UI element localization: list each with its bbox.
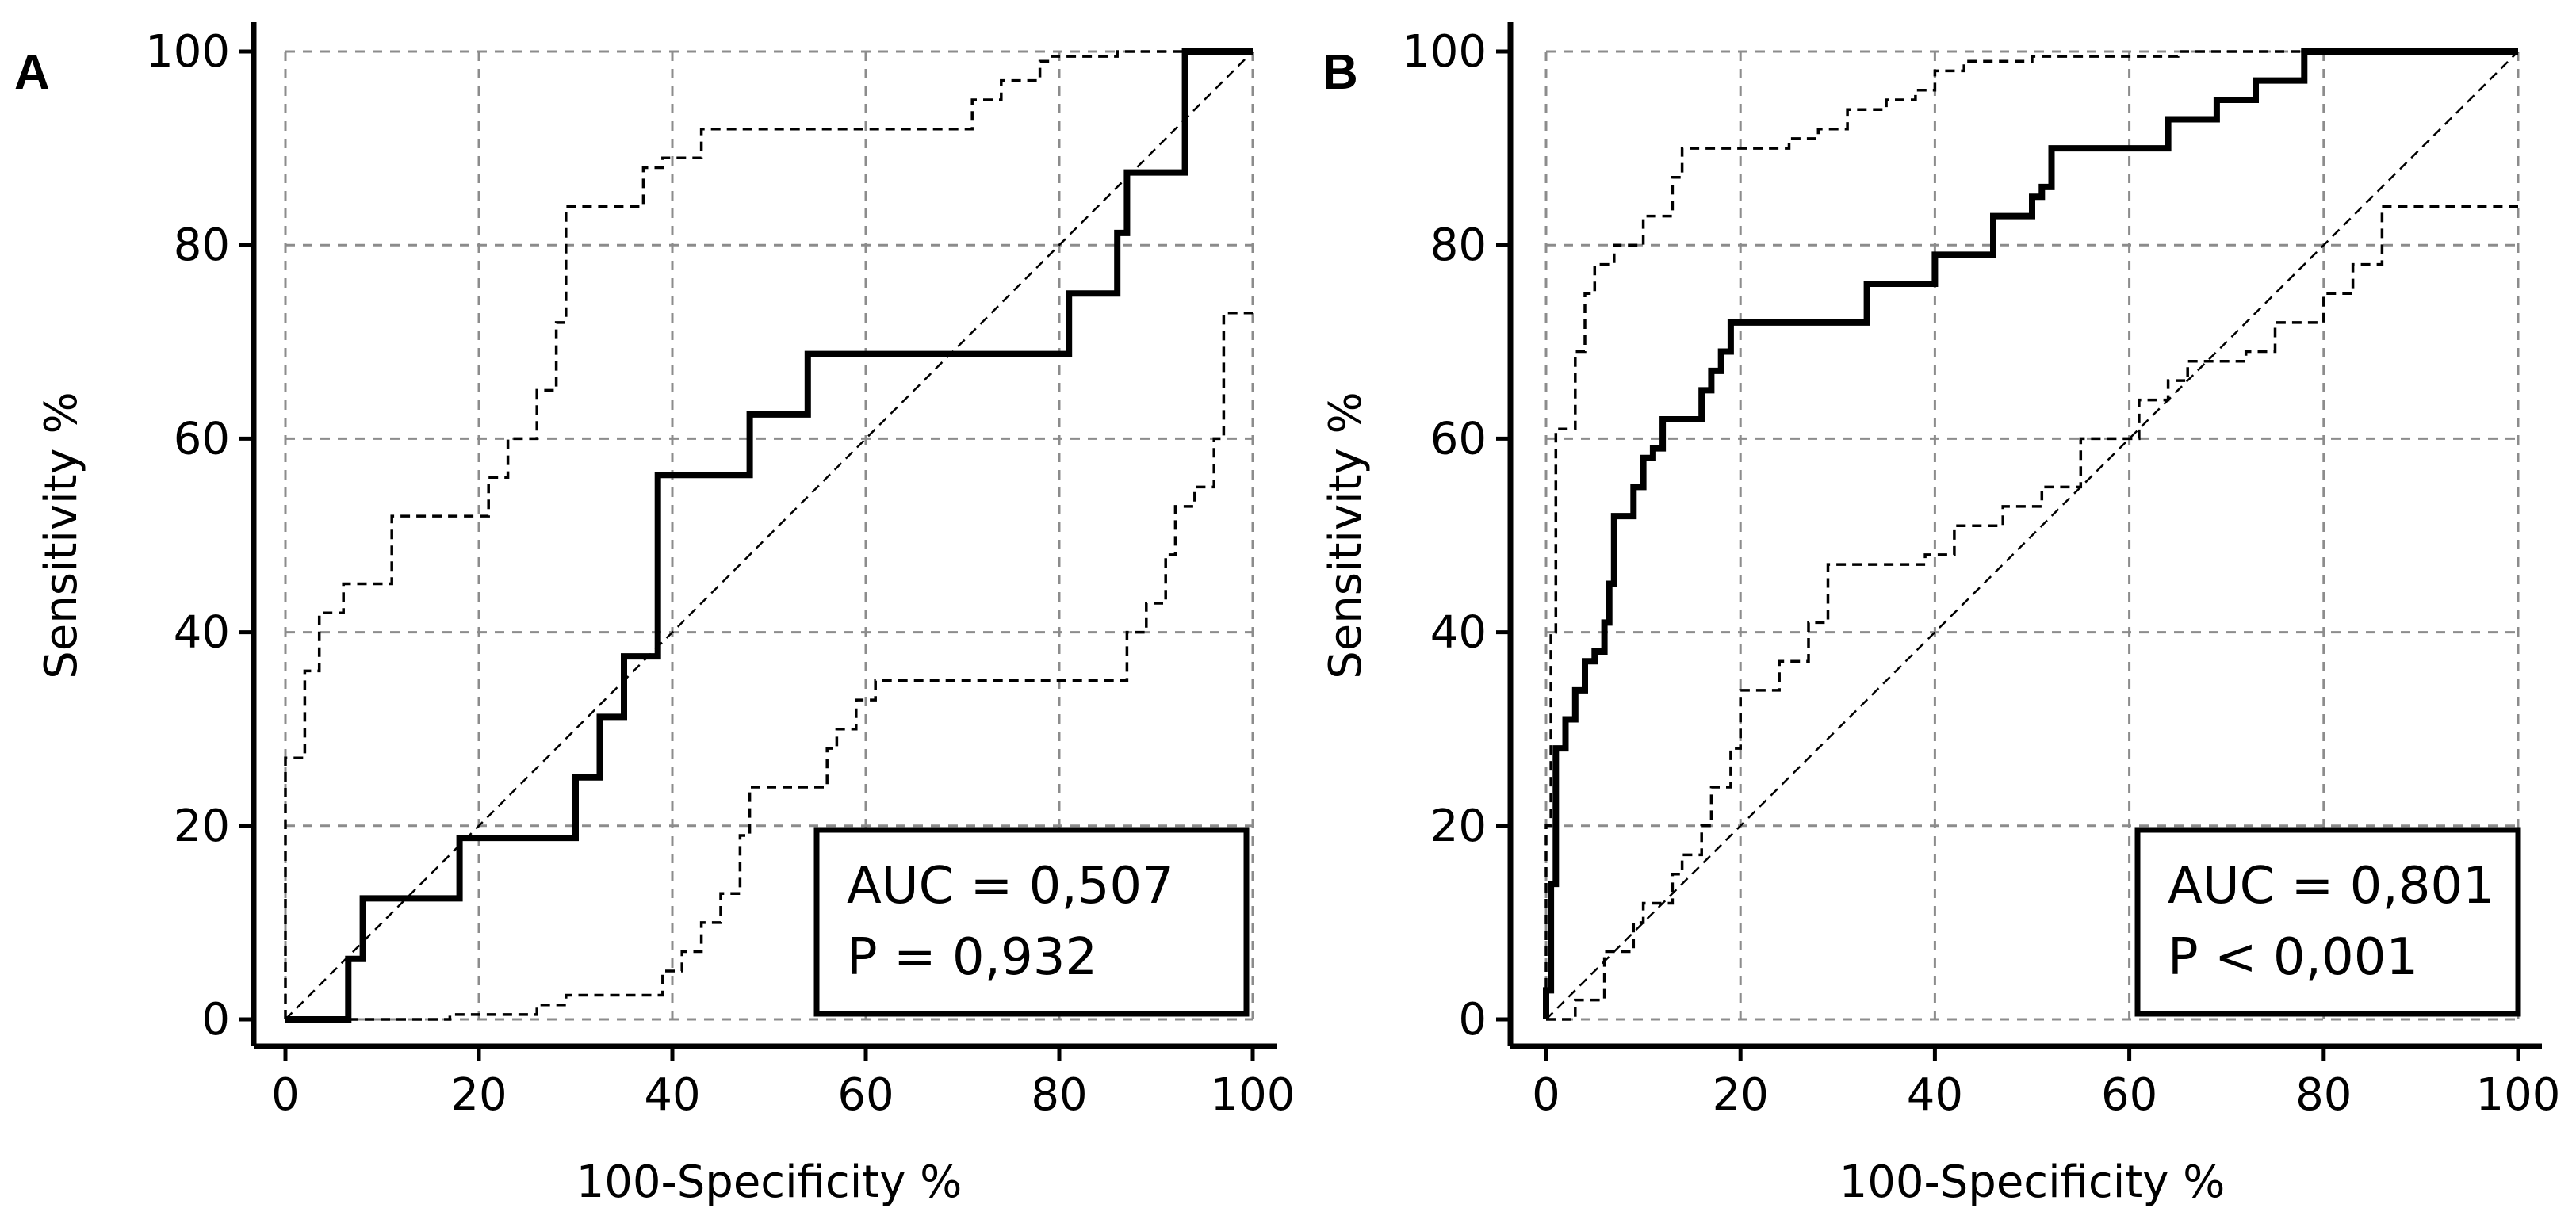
chart-a-stats-box bbox=[813, 827, 1250, 1017]
chart-b-y-tick-label-5: 100 bbox=[1402, 26, 1487, 78]
chart-a-p-value-label: P = 0,932 bbox=[847, 928, 1097, 987]
chart-b-y-tick-label-3: 60 bbox=[1430, 413, 1487, 464]
chart-b-series-reference-line bbox=[1545, 51, 2519, 1020]
chart-a-panel-label: A bbox=[14, 45, 50, 100]
chart-b-series-upper-95-ci bbox=[1544, 50, 2518, 1019]
chart-b-x-tick-label-1: 20 bbox=[1713, 1069, 1769, 1121]
chart-panel-b: 0 20 40 60 80 100 0 20 40 60 80 100 100-Specificity … bbox=[1320, 22, 2560, 1208]
chart-a-y-tick-label-4: 80 bbox=[174, 220, 230, 271]
chart-a-x-tick-label-5: 100 bbox=[1211, 1069, 1296, 1121]
chart-b-y-axis-title: Sensitivity % bbox=[1320, 392, 1372, 679]
chart-a-x-axis-title: 100-Specificity % bbox=[576, 1156, 963, 1208]
chart-b-series-lower-95-ci bbox=[1546, 205, 2518, 1021]
chart-a-x-tick-label-1: 20 bbox=[450, 1069, 507, 1121]
chart-b-y-tick-label-2: 40 bbox=[1430, 607, 1487, 659]
chart-b-x-tick-label-2: 40 bbox=[1907, 1069, 1963, 1121]
chart-b-x-axis-title: 100-Specificity % bbox=[1839, 1156, 2226, 1208]
chart-b-x-tick-label-4: 80 bbox=[2295, 1069, 2352, 1121]
chart-a-series-lower-95-ci bbox=[285, 311, 1253, 1021]
chart-a-y-tick-label-1: 20 bbox=[174, 801, 230, 852]
chart-a-series-reference-line bbox=[285, 51, 1254, 1020]
chart-a-x-tick-label-2: 40 bbox=[644, 1069, 700, 1121]
chart-a-series-roc-curve bbox=[285, 48, 1253, 1023]
chart-b-stats-box bbox=[2134, 827, 2521, 1017]
chart-a-y-tick-label-0: 0 bbox=[201, 994, 230, 1046]
chart-b-series-roc-curve bbox=[1543, 48, 2518, 1019]
chart-b-p-value-label: P < 0,001 bbox=[2168, 928, 2418, 987]
chart-a-y-tick-label-5: 100 bbox=[145, 26, 230, 78]
chart-panel-a: 0 20 40 60 80 100 0 20 40 60 80 100 100-Specificity … bbox=[14, 22, 1295, 1208]
chart-a-x-tick-label-0: 0 bbox=[271, 1069, 300, 1121]
chart-b-y-tick-label-4: 80 bbox=[1430, 220, 1487, 271]
chart-a-x-tick-label-4: 80 bbox=[1031, 1069, 1087, 1121]
chart-b-panel-label: B bbox=[1322, 45, 1358, 100]
chart-b-x-tick-label-0: 0 bbox=[1532, 1069, 1560, 1121]
chart-b-x-tick-label-3: 60 bbox=[2101, 1069, 2157, 1121]
chart-b-x-tick-label-5: 100 bbox=[2476, 1069, 2561, 1121]
chart-b-y-tick-label-0: 0 bbox=[1458, 994, 1487, 1046]
chart-a-y-axis-title: Sensitivity % bbox=[36, 392, 87, 679]
chart-a-y-tick-label-3: 60 bbox=[174, 413, 230, 464]
chart-a-y-tick-label-2: 40 bbox=[174, 607, 230, 659]
chart-a-x-tick-label-3: 60 bbox=[837, 1069, 894, 1121]
chart-a-auc-label: AUC = 0,507 bbox=[847, 857, 1174, 916]
chart-b-auc-label: AUC = 0,801 bbox=[2168, 857, 2495, 916]
chart-b-y-tick-label-1: 20 bbox=[1430, 801, 1487, 852]
